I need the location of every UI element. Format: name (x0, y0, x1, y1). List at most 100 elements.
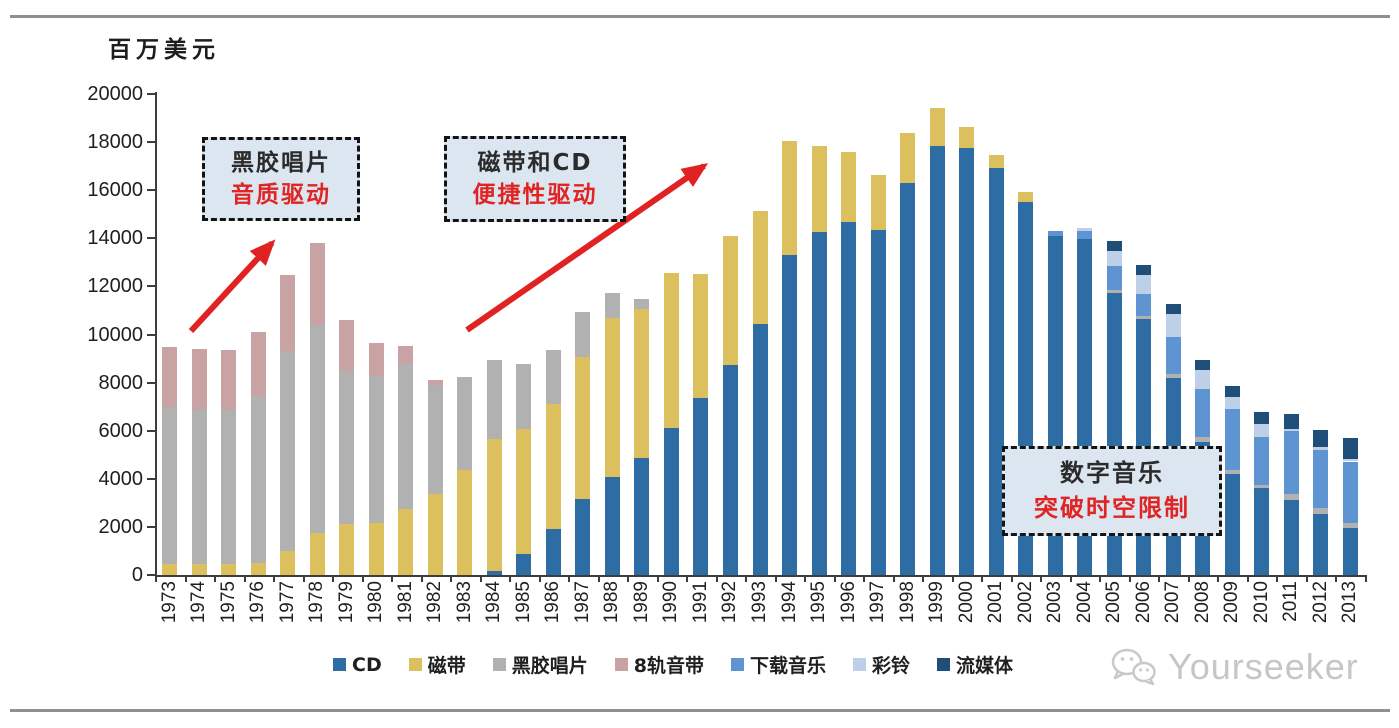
x-axis-tick (391, 575, 394, 582)
x-axis-label: 1996 (837, 581, 859, 624)
bar-segment-8轨音带 (368, 343, 384, 376)
legend-item-8轨音带: 8轨音带 (614, 651, 704, 678)
x-axis-tick (1069, 575, 1072, 582)
bar-segment-黑胶唱片 (162, 407, 178, 565)
bar-segment-黑胶唱片 (1195, 437, 1211, 443)
legend-swatch-黑胶唱片 (492, 658, 506, 671)
top-divider (10, 15, 1390, 18)
bar-segment-磁带 (782, 141, 797, 256)
x-axis-label: 2008 (1191, 581, 1213, 624)
bar-segment-黑胶唱片 (1165, 374, 1181, 378)
bar-segment-彩铃 (1195, 369, 1211, 389)
bar-segment-CD (959, 147, 975, 575)
y-axis-tick (147, 285, 155, 288)
x-axis-tick (273, 575, 276, 582)
y-axis-line (155, 92, 157, 577)
x-axis-tick (1305, 575, 1308, 582)
x-axis-tick (1365, 575, 1367, 582)
x-axis-label: 1992 (719, 581, 741, 624)
x-axis-label: 1989 (630, 581, 652, 624)
bar-segment-磁带 (309, 532, 325, 575)
x-axis-label: 2004 (1073, 581, 1095, 624)
y-axis-label: 4000 (98, 467, 144, 490)
bar-segment-磁带 (280, 550, 296, 575)
bar-segment-CD (870, 230, 886, 575)
bar-segment-彩铃 (1254, 423, 1270, 438)
bar-segment-8轨音带 (250, 331, 266, 396)
bar-2013 (1342, 94, 1358, 575)
bar-segment-黑胶唱片 (280, 350, 296, 551)
callout-cassette-cd: 磁带和CD 便捷性驱动 (444, 136, 626, 222)
watermark: Yourseeker (1108, 645, 1359, 689)
x-axis-label: 1984 (483, 581, 505, 624)
legend-swatch-8轨音带 (614, 658, 628, 671)
bar-1979 (339, 94, 355, 575)
y-axis-tick (147, 429, 155, 432)
bar-segment-CD (900, 183, 916, 575)
bar-segment-黑胶唱片 (486, 359, 502, 439)
y-axis-tick (147, 141, 155, 144)
bar-segment-彩铃 (1283, 429, 1299, 432)
legend-label: 彩铃 (872, 655, 911, 677)
bar-segment-下载音乐 (1342, 461, 1358, 523)
bar-segment-彩铃 (1077, 227, 1093, 231)
bar-segment-黑胶唱片 (457, 377, 473, 471)
bar-segment-下载音乐 (1077, 230, 1093, 239)
y-axis-tick (147, 237, 155, 240)
y-axis-tick (147, 333, 155, 336)
bar-2010 (1254, 94, 1270, 575)
callout-digital: 数字音乐 突破时空限制 (1002, 446, 1222, 536)
bar-segment-彩铃 (1342, 459, 1358, 462)
bar-segment-下载音乐 (1106, 266, 1122, 291)
x-axis-tick (951, 575, 954, 582)
bar-segment-黑胶唱片 (221, 409, 237, 565)
x-axis-tick (892, 575, 895, 582)
bar-1996 (841, 94, 857, 575)
bar-segment-黑胶唱片 (427, 385, 443, 495)
bar-segment-CD (693, 398, 709, 575)
bar-segment-8轨音带 (162, 346, 178, 408)
bar-1992 (722, 94, 738, 575)
bar-segment-下载音乐 (1136, 293, 1152, 317)
legend-label: CD (352, 653, 382, 676)
bar-segment-磁带 (663, 273, 679, 429)
bar-segment-黑胶唱片 (516, 363, 532, 430)
x-axis-tick (420, 575, 423, 582)
bar-segment-磁带 (752, 211, 768, 324)
x-axis-label: 2001 (985, 581, 1007, 624)
bar-1976 (250, 94, 266, 575)
x-axis-tick (568, 575, 571, 582)
x-axis-label: 2013 (1339, 581, 1361, 624)
bar-segment-下载音乐 (1313, 449, 1329, 508)
bar-segment-磁带 (929, 108, 945, 147)
bar-segment-磁带 (1018, 191, 1034, 202)
bar-segment-磁带 (250, 562, 266, 575)
bar-segment-黑胶唱片 (575, 312, 591, 357)
x-axis-tick (656, 575, 659, 582)
callout-cassette-cd-subtitle: 便捷性驱动 (472, 182, 598, 208)
bar-segment-磁带 (900, 132, 916, 183)
bar-segment-磁带 (162, 564, 178, 575)
bar-segment-磁带 (988, 155, 1004, 168)
y-axis-label: 6000 (98, 419, 144, 442)
bar-segment-CD (752, 323, 768, 575)
x-axis-label: 1977 (276, 581, 298, 624)
y-axis-label: 20000 (87, 83, 143, 105)
bar-segment-8轨音带 (191, 349, 207, 410)
bar-2011 (1283, 94, 1299, 575)
bar-segment-彩铃 (1313, 447, 1329, 450)
bar-segment-磁带 (959, 126, 975, 148)
x-axis-label: 2010 (1250, 581, 1272, 624)
x-axis-label: 1998 (896, 581, 918, 624)
bar-1981 (398, 94, 414, 575)
legend-label: 磁带 (427, 655, 466, 677)
x-axis-tick (479, 575, 482, 582)
y-axis-label: 10000 (87, 323, 143, 346)
bar-1987 (575, 94, 591, 575)
bar-1989 (634, 94, 650, 575)
bar-segment-磁带 (516, 429, 532, 555)
bar-segment-CD (722, 364, 738, 575)
x-axis-label: 2000 (955, 581, 977, 624)
bar-segment-黑胶唱片 (634, 298, 650, 309)
x-axis-tick (361, 575, 364, 582)
